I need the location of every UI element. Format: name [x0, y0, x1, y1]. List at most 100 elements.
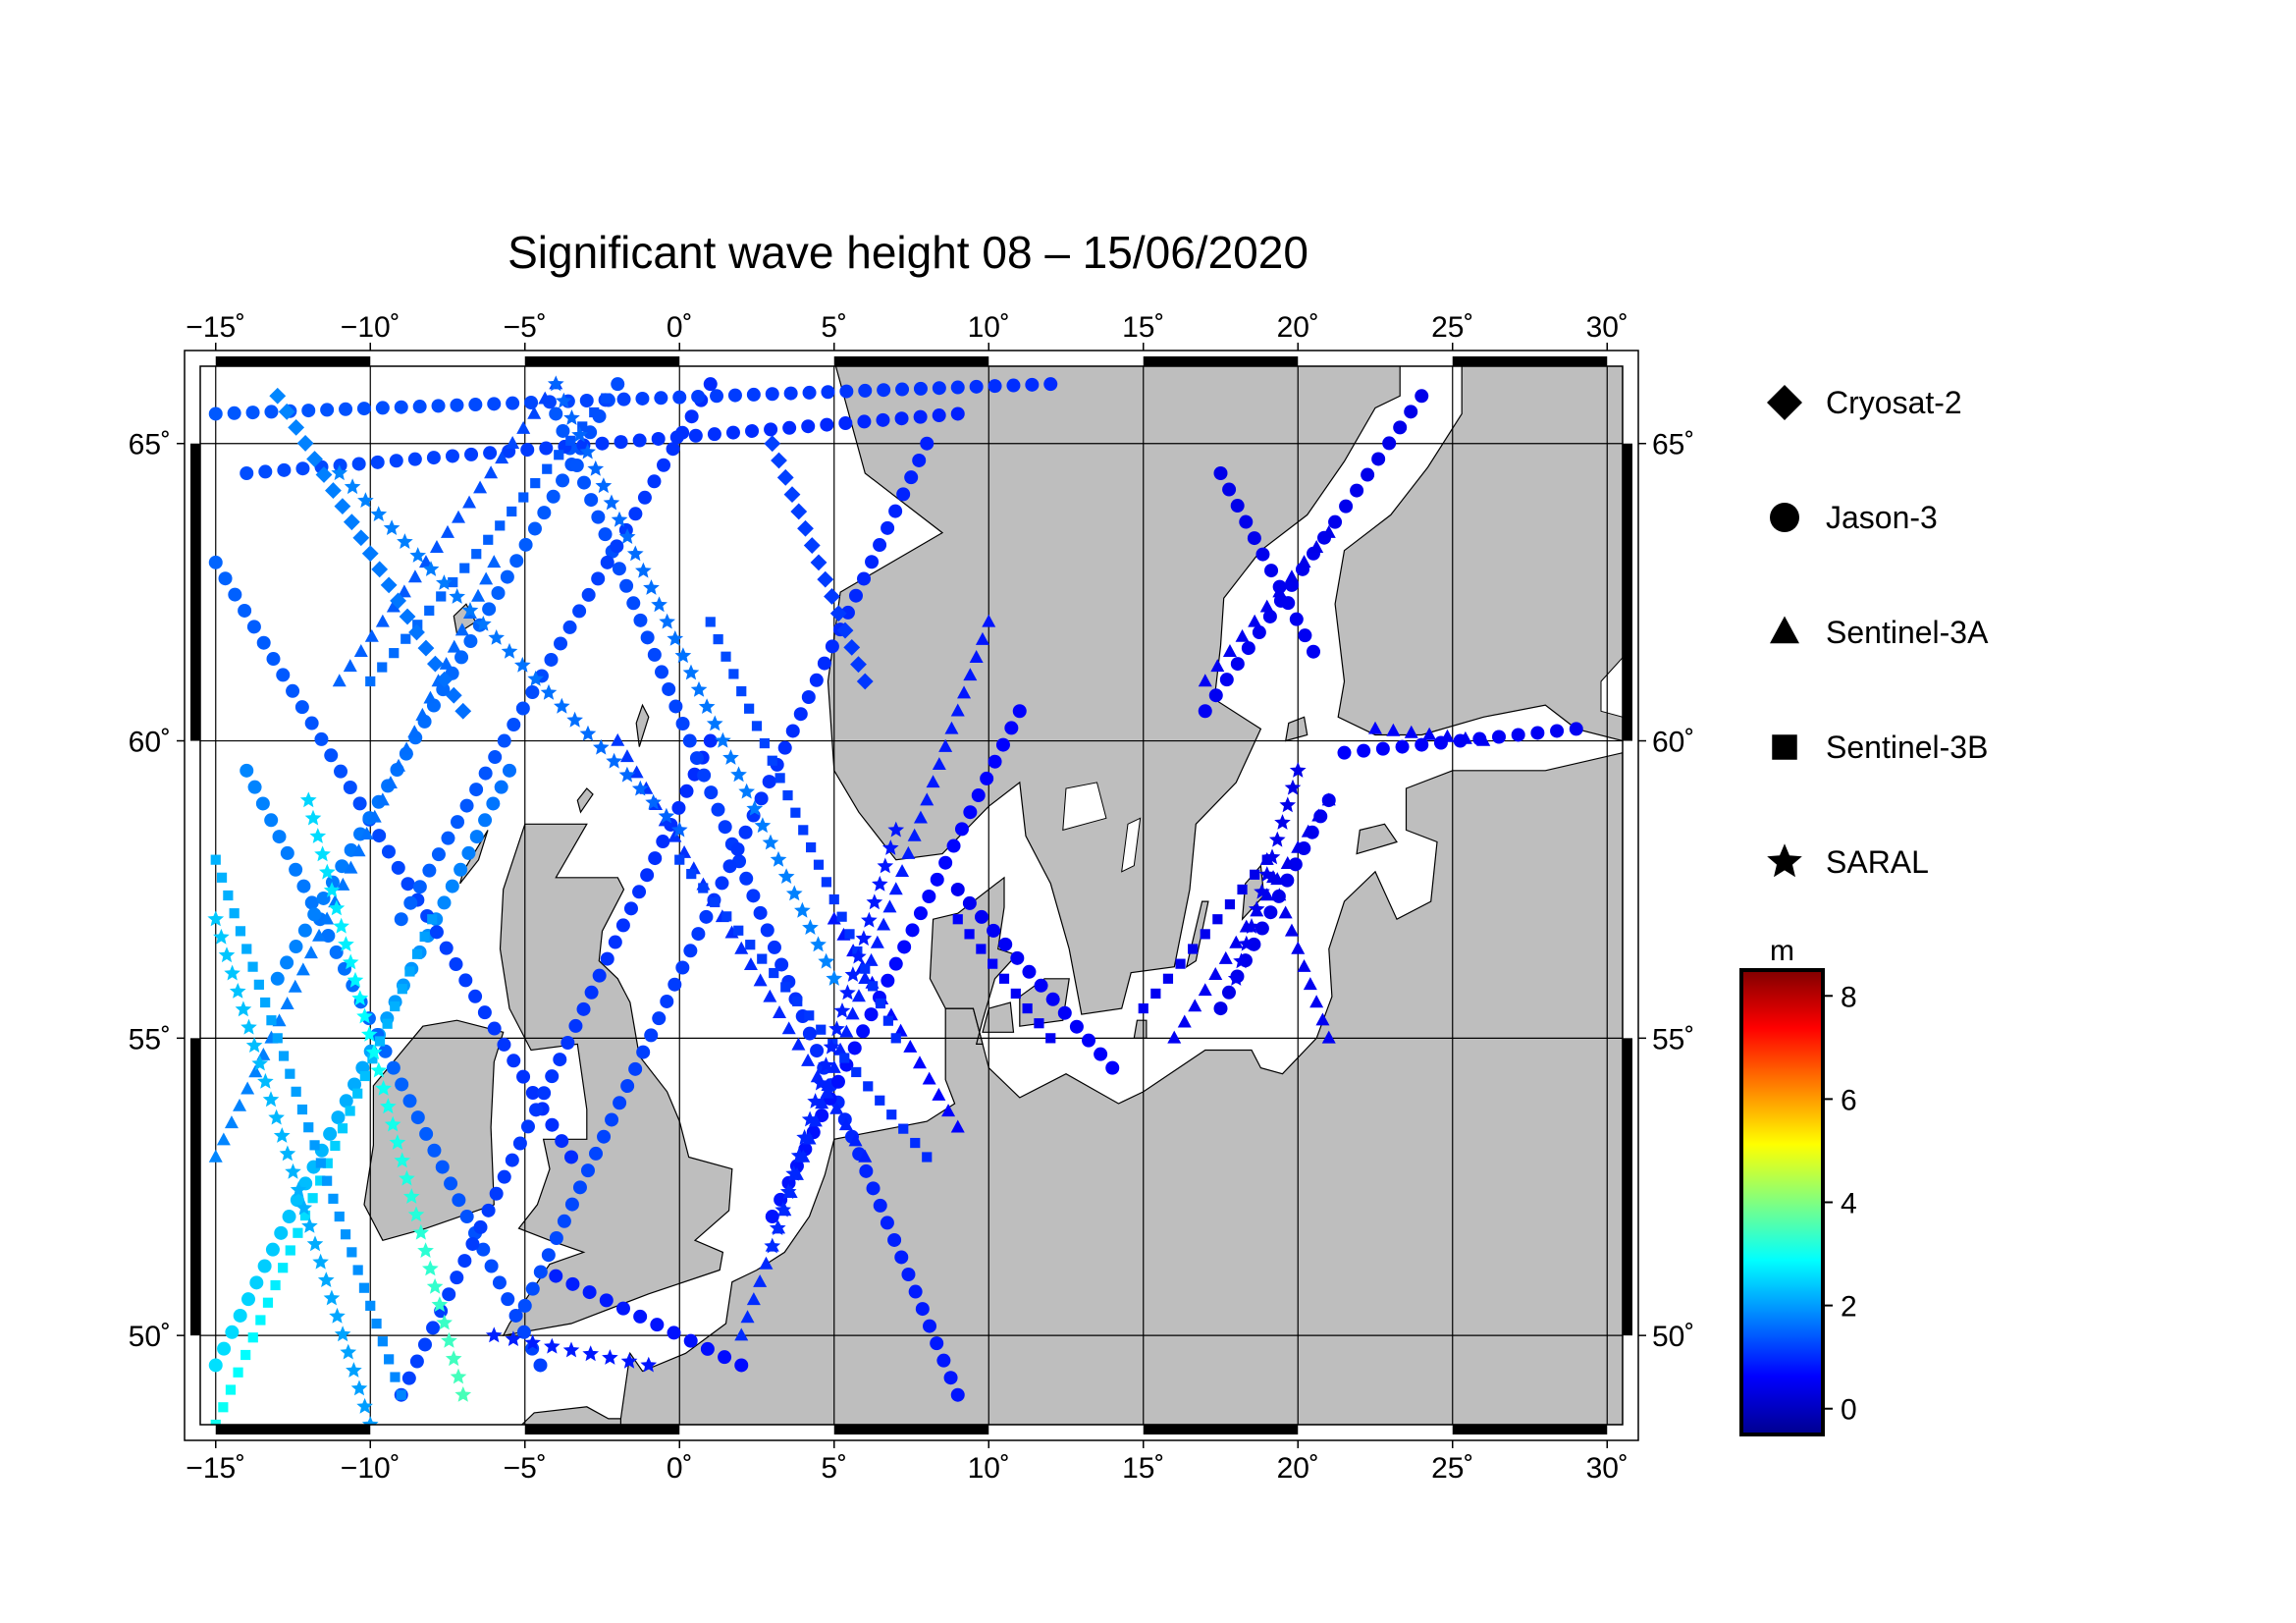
data-point — [516, 1325, 531, 1339]
data-point — [651, 431, 666, 446]
data-point — [298, 1176, 313, 1191]
data-point — [886, 1109, 897, 1120]
data-point — [501, 1292, 515, 1307]
data-point — [397, 584, 411, 598]
data-point — [777, 868, 795, 884]
data-point — [773, 1005, 787, 1018]
data-point — [982, 614, 996, 627]
data-point — [248, 1064, 263, 1078]
data-point — [587, 460, 605, 476]
data-point — [780, 982, 791, 993]
data-point — [838, 416, 853, 431]
data-point — [329, 1307, 346, 1324]
data-point — [938, 738, 953, 752]
vanern-lake — [1062, 782, 1107, 832]
data-point — [764, 1237, 781, 1254]
data-point — [797, 519, 814, 537]
data-point — [386, 599, 400, 613]
data-point — [635, 391, 650, 406]
lakes-layer — [1062, 657, 1623, 873]
data-point — [872, 875, 888, 892]
data-point — [647, 647, 662, 662]
data-point — [651, 596, 667, 613]
data-point — [790, 1147, 808, 1163]
data-point — [426, 451, 441, 465]
data-point — [314, 845, 331, 862]
data-point — [936, 1353, 951, 1368]
square-icon — [1772, 734, 1797, 760]
data-point — [540, 683, 558, 700]
data-point — [312, 1253, 329, 1270]
data-point — [454, 1386, 472, 1402]
data-point — [445, 449, 459, 463]
data-point — [370, 455, 385, 469]
data-point — [484, 465, 499, 479]
data-point — [508, 1308, 523, 1323]
data-point — [865, 555, 880, 569]
data-point — [331, 1110, 346, 1125]
data-point — [858, 971, 873, 985]
data-point — [537, 506, 552, 520]
jutland-land — [929, 876, 1018, 1046]
data-point — [593, 738, 610, 755]
data-point — [751, 721, 763, 731]
data-point — [582, 1285, 597, 1300]
data-point — [801, 690, 816, 705]
data-point — [471, 588, 486, 602]
data-point — [765, 387, 779, 402]
data-point — [422, 1260, 439, 1276]
data-point — [640, 1356, 658, 1373]
data-point — [722, 859, 737, 874]
data-point — [817, 570, 834, 588]
data-point — [838, 1117, 853, 1131]
data-point — [1309, 540, 1324, 553]
wave-height-colorbar: m 0 2 4 6 8 — [1739, 935, 1857, 1436]
data-point — [497, 1037, 511, 1052]
data-point — [728, 669, 739, 679]
data-point — [675, 717, 690, 731]
data-point — [1237, 884, 1248, 895]
data-point — [1247, 531, 1261, 546]
data-point — [662, 681, 676, 696]
data-point — [1321, 1030, 1336, 1044]
data-point — [417, 639, 435, 657]
data-point — [823, 1038, 840, 1055]
data-point — [633, 1309, 648, 1324]
data-point — [825, 639, 839, 654]
land-layer — [363, 366, 1623, 1425]
data-point — [484, 1259, 499, 1273]
lon-tick-label-top: 0˚ — [667, 311, 693, 344]
data-point — [699, 909, 714, 924]
data-point — [417, 1337, 432, 1352]
data-point — [404, 966, 415, 977]
data-point — [826, 970, 843, 986]
lon-tick-label-top: 20˚ — [1277, 311, 1319, 344]
data-point — [746, 387, 761, 402]
data-point — [381, 844, 396, 859]
data-point — [861, 911, 878, 928]
data-point — [640, 868, 655, 883]
data-point — [410, 1110, 425, 1125]
data-point — [566, 711, 583, 728]
data-point — [1298, 628, 1312, 643]
frame-segment-top — [833, 356, 989, 366]
data-point — [643, 579, 660, 595]
data-point — [636, 1045, 651, 1059]
data-point — [463, 634, 478, 649]
data-point — [454, 650, 469, 665]
data-point — [481, 1203, 496, 1217]
data-point — [218, 947, 236, 963]
data-point — [930, 872, 944, 887]
data-point — [1309, 995, 1324, 1008]
frame-segment-right — [1623, 1038, 1632, 1336]
data-point — [608, 935, 622, 949]
data-point — [568, 1018, 583, 1033]
data-point — [1025, 377, 1040, 392]
data-point — [757, 953, 768, 964]
data-point — [1264, 564, 1279, 578]
legend-label: Cryosat-2 — [1826, 385, 1962, 420]
data-point — [802, 385, 817, 400]
data-point — [771, 452, 787, 469]
data-point — [626, 596, 641, 611]
